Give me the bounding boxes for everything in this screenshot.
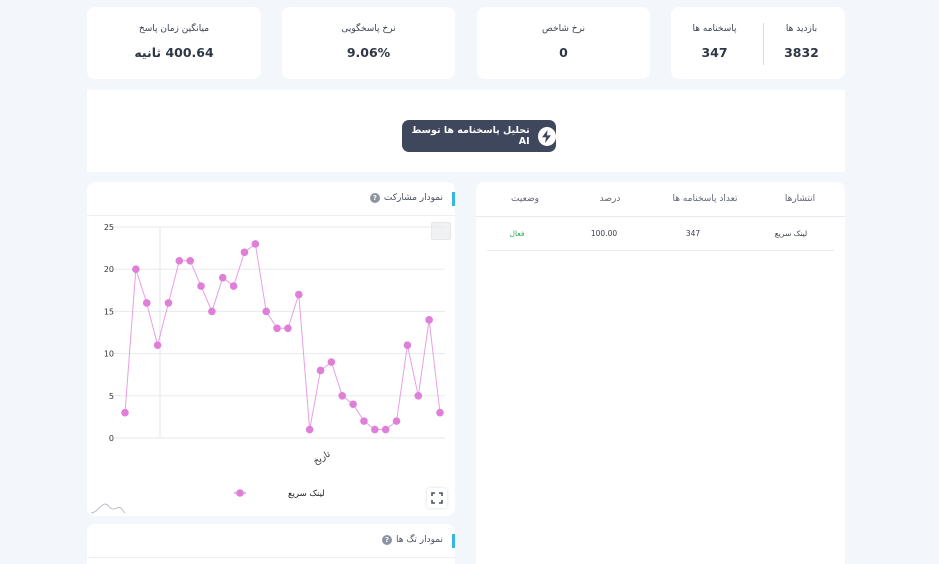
data-point: [132, 265, 140, 273]
stat-card-visits-responses: بازدید ها 3832 پاسخنامه ها 347: [671, 7, 845, 79]
tags-chart-title-text: نمودار تگ ها: [396, 535, 443, 545]
data-point: [381, 425, 390, 434]
data-point: [142, 299, 151, 307]
data-point: [262, 307, 271, 316]
data-point: [186, 256, 194, 265]
data-point: [284, 324, 292, 333]
data-point: [153, 341, 162, 349]
data-point: [349, 400, 357, 409]
question-circle-icon[interactable]: ?: [382, 535, 393, 545]
x-axis-label: تاریخ: [312, 449, 333, 467]
question-circle-icon[interactable]: ?: [369, 193, 380, 203]
y-tick-label: 10: [104, 350, 114, 359]
data-point: [294, 290, 303, 299]
table-row[interactable]: لینک سریع 347 100.00 فعال: [487, 218, 834, 251]
stat-visits: بازدید ها 3832: [758, 7, 845, 79]
data-point: [218, 273, 227, 282]
stat-index-rate-label: نرخ شاخص: [541, 24, 585, 34]
participation-chart-title: نمودار مشارکت ?: [369, 193, 443, 203]
y-tick-label: 15: [104, 307, 114, 316]
series-line: [124, 242, 441, 431]
cell-percent: 100.00: [590, 229, 618, 238]
y-tick-label: 0: [109, 434, 114, 443]
data-point: [273, 324, 281, 333]
column-header-response-count[interactable]: تعداد پاسخنامه ها: [672, 194, 738, 204]
lightning-bolt-icon: [537, 126, 556, 146]
data-point: [316, 366, 325, 375]
stat-divider: [763, 23, 764, 65]
stat-responses: پاسخنامه ها 347: [671, 7, 758, 79]
data-point: [403, 341, 412, 349]
column-header-percent[interactable]: درصد: [599, 194, 621, 204]
stat-avg-time-label: میانگین زمان پاسخ: [138, 24, 210, 34]
publications-table-panel: انتشارها تعداد پاسخنامه ها درصد وضعیت لی…: [476, 182, 845, 564]
stat-card-index-rate: نرخ شاخص 0: [477, 7, 650, 79]
data-point: [229, 282, 238, 290]
participation-line-chart: 0 5 10 15 20 25 تاریخ لینک سریع: [90, 223, 445, 514]
stat-visits-label: بازدید ها: [785, 24, 818, 34]
stat-response-rate-label: نرخ پاسخگویی: [341, 24, 396, 34]
data-point: [327, 358, 336, 366]
table-header-row: انتشارها تعداد پاسخنامه ها درصد وضعیت: [476, 182, 845, 217]
data-point: [371, 425, 379, 434]
cell-response-count: 347: [685, 229, 701, 238]
title-accent-bar: [452, 534, 455, 548]
cell-publication-name: لینک سریع: [774, 229, 808, 238]
data-point: [121, 408, 129, 417]
data-point: [338, 392, 347, 400]
data-point: [240, 248, 249, 257]
stat-responses-value: 347: [701, 45, 728, 60]
data-point: [251, 240, 260, 248]
tags-chart-header: نمودار تگ ها ?: [87, 524, 455, 558]
stat-responses-label: پاسخنامه ها: [692, 24, 737, 34]
stat-card-response-rate: نرخ پاسخگویی 9.06%: [282, 7, 455, 79]
ai-analysis-panel: تحلیل پاسخنامه ها توسط AI: [87, 90, 845, 172]
tags-chart-panel: نمودار تگ ها ?: [87, 524, 455, 564]
data-point: [360, 417, 368, 425]
y-tick-label: 20: [104, 265, 114, 274]
stat-visits-value: 3832: [784, 45, 819, 60]
brush-preview: [90, 503, 126, 514]
participation-chart-header: نمودار مشارکت ?: [87, 182, 455, 216]
data-point: [414, 392, 423, 400]
fullscreen-icon[interactable]: [427, 488, 447, 508]
data-point: [425, 316, 433, 324]
data-point: [175, 256, 184, 265]
stat-avg-time-value: 400.64 ثانیه: [134, 45, 214, 60]
data-point: [197, 282, 205, 290]
data-point: [208, 307, 216, 316]
participation-chart-title-text: نمودار مشارکت: [383, 193, 443, 203]
data-point: [392, 417, 401, 425]
column-header-status[interactable]: وضعیت: [511, 194, 539, 204]
participation-chart-panel: نمودار مشارکت ? 0 5 10 15 20 25 تاریخ لینک سریع: [87, 182, 455, 516]
tags-chart-title: نمودار تگ ها ?: [382, 535, 443, 545]
ai-analysis-label: تحلیل پاسخنامه ها توسط AI: [411, 125, 530, 147]
data-point: [305, 425, 314, 434]
legend-label: لینک سریع: [288, 489, 325, 499]
cell-status: فعال: [509, 229, 525, 238]
stat-index-rate-value: 0: [559, 45, 568, 60]
ai-analysis-button[interactable]: تحلیل پاسخنامه ها توسط AI: [402, 120, 556, 152]
legend-marker: [236, 489, 244, 497]
stat-card-avg-time: میانگین زمان پاسخ 400.64 ثانیه: [87, 7, 261, 79]
data-point: [164, 299, 173, 307]
y-tick-label: 25: [104, 223, 114, 232]
title-accent-bar: [452, 192, 455, 206]
stat-response-rate-value: 9.06%: [346, 45, 391, 60]
column-header-publications[interactable]: انتشارها: [784, 194, 816, 204]
y-tick-label: 5: [109, 392, 114, 401]
data-point: [436, 408, 444, 417]
